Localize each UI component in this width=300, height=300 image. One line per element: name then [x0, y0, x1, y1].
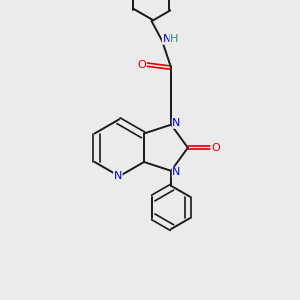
- Text: N: N: [172, 118, 181, 128]
- Text: N: N: [114, 171, 122, 181]
- Text: N: N: [162, 34, 171, 44]
- Text: H: H: [170, 34, 178, 44]
- Text: N: N: [172, 167, 181, 177]
- Text: O: O: [212, 143, 220, 153]
- Text: O: O: [137, 60, 146, 70]
